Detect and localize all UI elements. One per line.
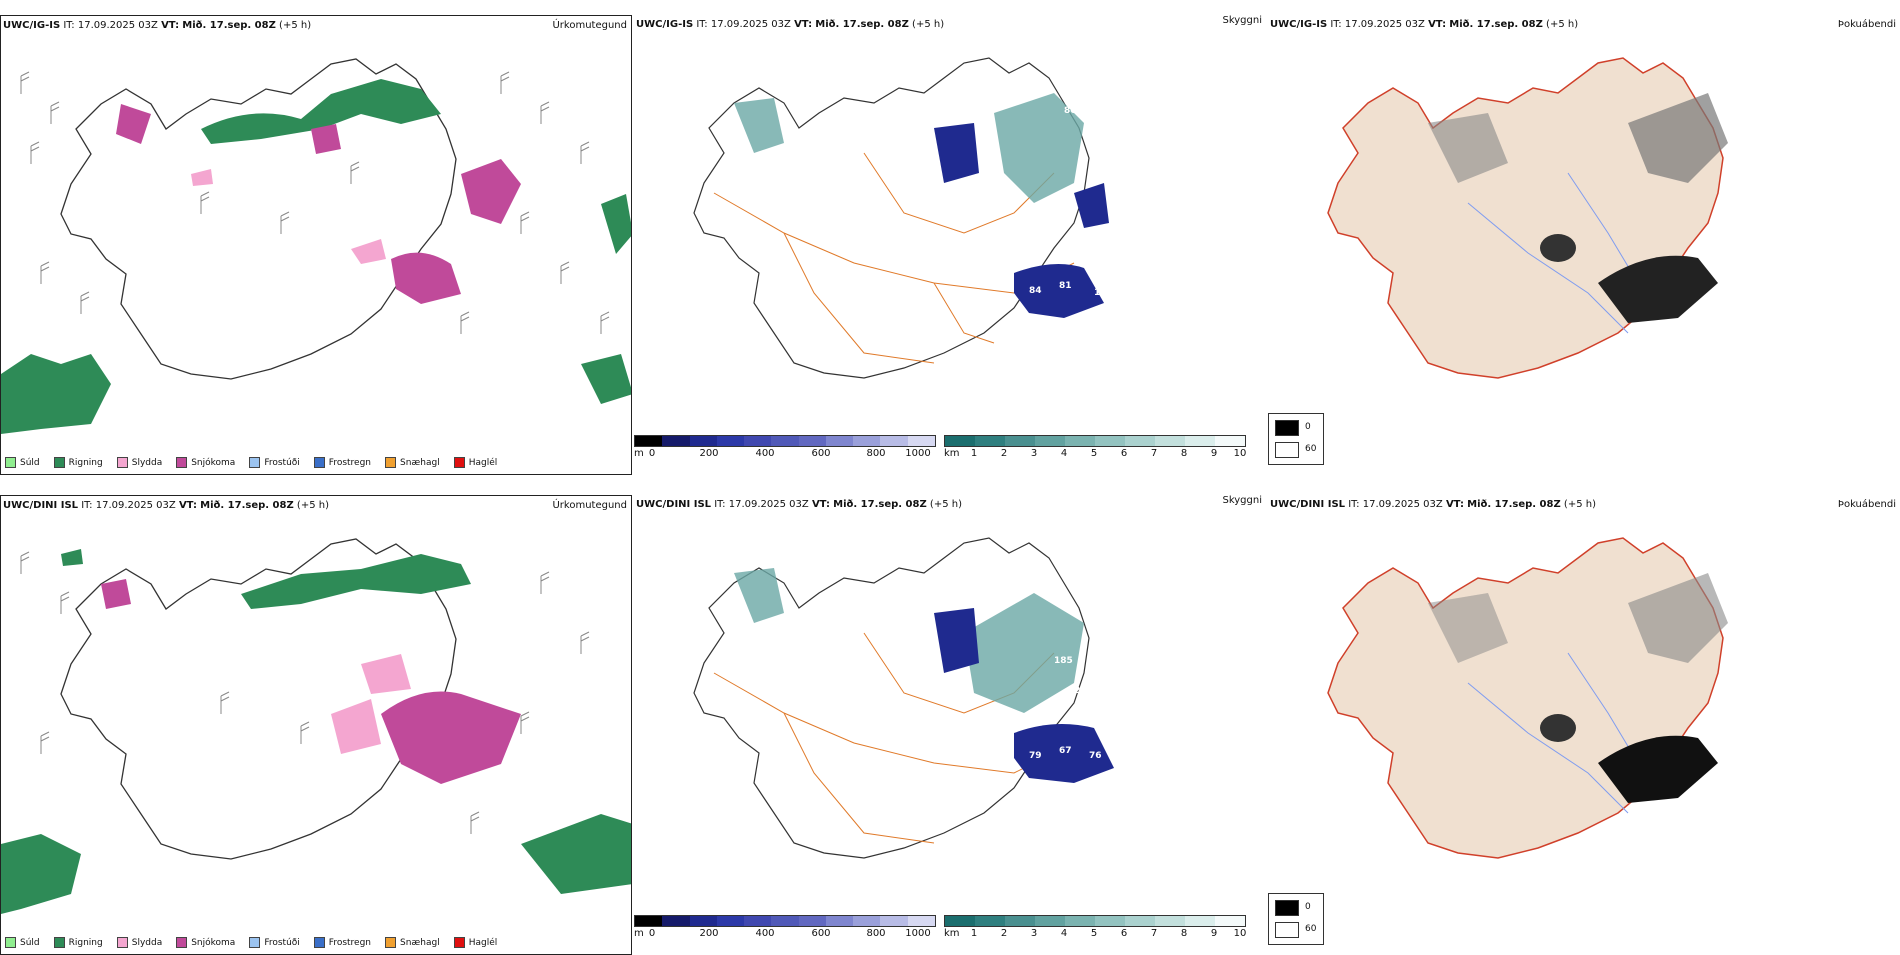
ceiling-label: 185: [1054, 656, 1073, 666]
precip-map: [1, 538, 631, 914]
legend-item: Súld: [5, 937, 40, 948]
ceiling-label: 74: [954, 266, 967, 276]
panel-title: Þokuábendi: [1837, 19, 1896, 30]
ceiling-label: 80: [1064, 106, 1077, 116]
legend-item: Frostúði: [249, 457, 300, 468]
ceiling-label: 86: [1089, 126, 1102, 136]
visibility-areas: [734, 93, 1084, 203]
fog-legend: 0 60: [1268, 893, 1324, 945]
ceiling-label: 109: [1114, 126, 1133, 136]
rain-areas: [1, 79, 631, 434]
legend-item: Frostúði: [249, 937, 300, 948]
visibility-unit: km: [944, 928, 960, 939]
legend-item: Súld: [5, 457, 40, 468]
panel-title: Skyggni: [1222, 15, 1262, 26]
low-ceiling-areas: [934, 608, 1114, 783]
precip-type-panel-top: UWC/IG-IS IT: 17.09.2025 03Z VT: Mið. 17…: [0, 15, 632, 475]
precip-legend: Súld Rigning Slydda Snjókoma Frostúði Fr…: [5, 937, 497, 948]
ceiling-labels: 79 67 76 185 282 78: [954, 656, 1102, 761]
ceiling-unit: m: [634, 448, 644, 459]
panel-header: UWC/DINI ISL IT: 17.09.2025 03Z VT: Mið.…: [1270, 499, 1596, 510]
legend-item: Snæhagl: [385, 937, 440, 948]
legend-item: Rigning: [53, 457, 103, 468]
low-ceiling-areas: [934, 123, 1109, 318]
ceiling-colorbar: [634, 915, 936, 927]
visibility-unit: km: [944, 448, 960, 459]
panel-header: UWC/DINI ISL IT: 17.09.2025 03Z VT: Mið.…: [3, 500, 329, 511]
ceiling-map: 80 86 109 84 81 107 74: [693, 57, 1133, 379]
panel-header: UWC/IG-IS IT: 17.09.2025 03Z VT: Mið. 17…: [3, 20, 312, 31]
fog-map: [1327, 57, 1728, 379]
visibility-colorbar: [944, 915, 1246, 927]
panel-header: UWC/DINI ISL IT: 17.09.2025 03Z VT: Mið.…: [636, 499, 962, 510]
ceiling-label: 84: [1029, 286, 1042, 296]
panel-header: UWC/IG-IS IT: 17.09.2025 03Z VT: Mið. 17…: [636, 19, 945, 30]
legend-item: Slydda: [116, 457, 162, 468]
sleet-areas: [191, 169, 386, 264]
visibility-areas: [734, 568, 1084, 713]
precip-legend: Súld Rigning Slydda Snjókoma Frostúði Fr…: [5, 457, 497, 468]
legend-item: Snjókoma: [176, 457, 235, 468]
fog-index-panel-top: UWC/IG-IS IT: 17.09.2025 03Z VT: Mið. 17…: [1268, 15, 1900, 475]
legend-item: Frostregn: [313, 457, 371, 468]
ceiling-label: 76: [1089, 751, 1102, 761]
sleet-areas: [331, 654, 411, 754]
ceiling-label: 79: [1029, 751, 1042, 761]
fog-map: [1327, 537, 1728, 859]
ceiling-label: 107: [1094, 288, 1113, 298]
snow-areas: [116, 104, 521, 304]
legend-item: Slydda: [116, 937, 162, 948]
ceiling-unit: m: [634, 928, 644, 939]
visibility-colorbar: [944, 435, 1246, 447]
legend-item: Snæhagl: [385, 457, 440, 468]
ceiling-colorbar: [634, 435, 936, 447]
fog-legend: 0 60: [1268, 413, 1324, 465]
fog-areas: [1428, 573, 1728, 803]
legend-item: Snjókoma: [176, 937, 235, 948]
fog-index-panel-bottom: UWC/DINI ISL IT: 17.09.2025 03Z VT: Mið.…: [1268, 495, 1900, 955]
ceiling-label: 78: [954, 726, 967, 736]
precip-type-panel-bottom: UWC/DINI ISL IT: 17.09.2025 03Z VT: Mið.…: [0, 495, 632, 955]
ceiling-labels: 80 86 109 84 81 107 74: [954, 106, 1133, 298]
panel-title: Þokuábendi: [1837, 499, 1896, 510]
fog-areas: [1428, 93, 1728, 323]
ceiling-label: 67: [1059, 746, 1072, 756]
panel-title: Úrkomutegund: [552, 500, 627, 511]
rain-areas: [1, 549, 631, 914]
ceiling-visibility-panel-top: UWC/IG-IS IT: 17.09.2025 03Z VT: Mið. 17…: [634, 15, 1266, 475]
panel-header: UWC/IG-IS IT: 17.09.2025 03Z VT: Mið. 17…: [1270, 19, 1579, 30]
ceiling-label: 282: [1074, 686, 1093, 696]
snow-areas: [101, 579, 521, 784]
panel-title: Úrkomutegund: [552, 20, 627, 31]
ceiling-map: 79 67 76 185 282 78: [693, 537, 1114, 859]
legend-item: Frostregn: [313, 937, 371, 948]
legend-item: Rigning: [53, 937, 103, 948]
ceiling-label: 81: [1059, 281, 1072, 291]
legend-item: Haglél: [453, 937, 497, 948]
legend-item: Haglél: [453, 457, 497, 468]
panel-title: Skyggni: [1222, 495, 1262, 506]
precip-map: [1, 58, 631, 434]
ceiling-visibility-panel-bottom: UWC/DINI ISL IT: 17.09.2025 03Z VT: Mið.…: [634, 495, 1266, 955]
